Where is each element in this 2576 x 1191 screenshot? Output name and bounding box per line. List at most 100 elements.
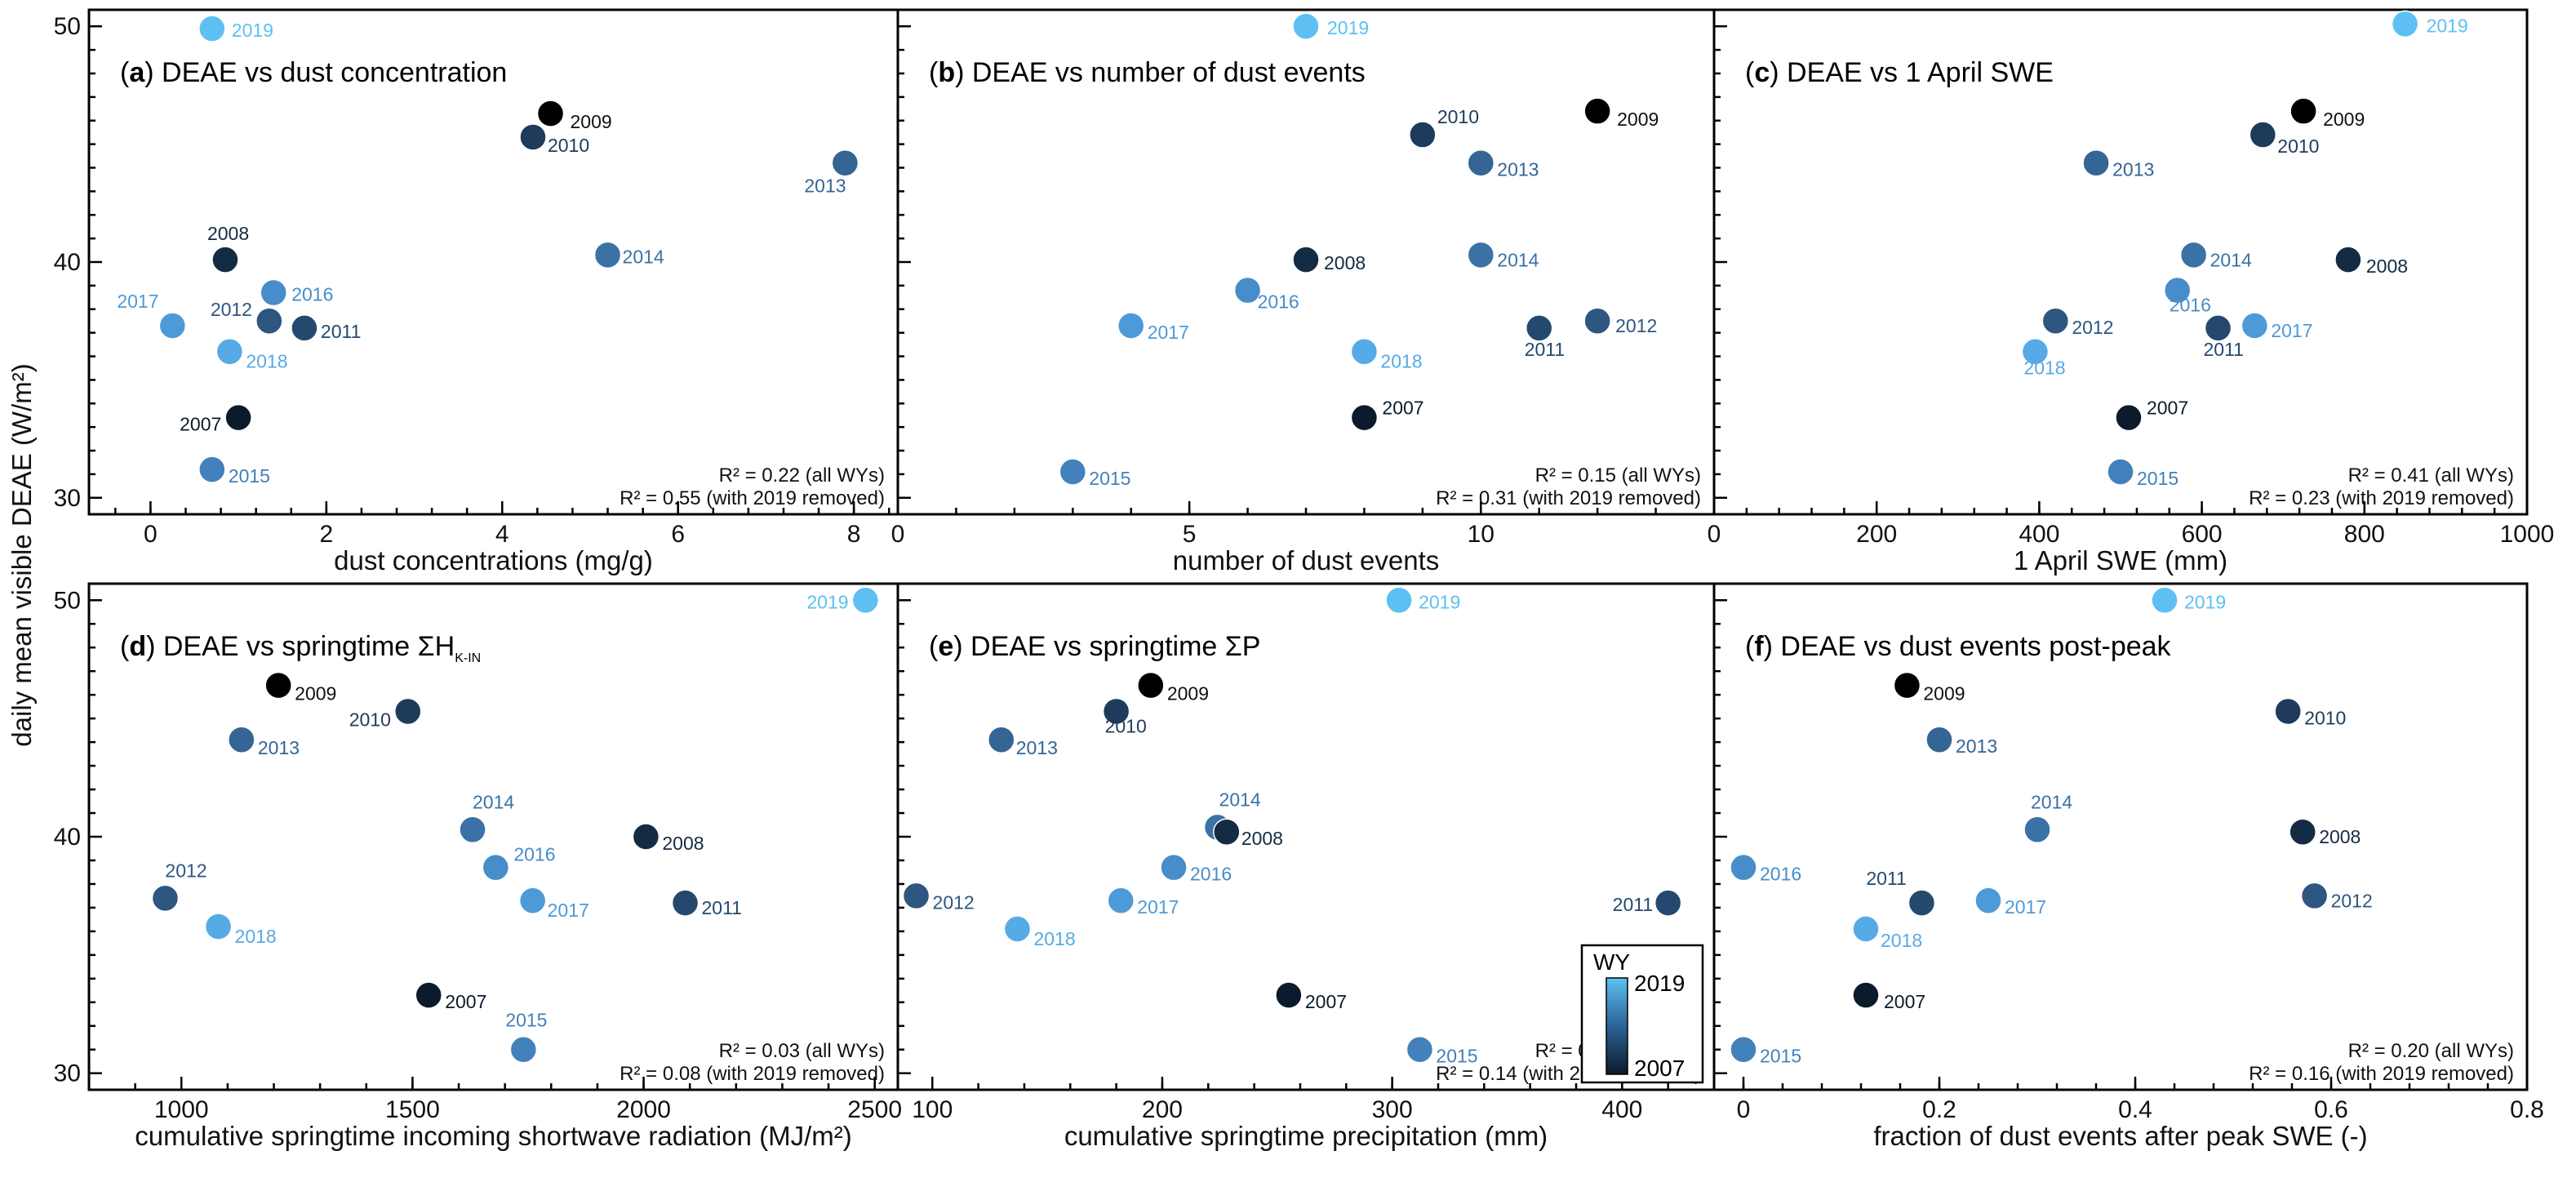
data-label-2008: 2008 [1241, 828, 1283, 849]
x-tick-label: 0.4 [2118, 1096, 2152, 1123]
x-tick-label: 400 [2019, 521, 2059, 548]
data-label-2011: 2011 [1866, 868, 1906, 889]
data-point-2017 [1107, 887, 1135, 914]
data-label-2015: 2015 [1436, 1046, 1477, 1067]
data-point-2009 [2290, 97, 2317, 125]
data-label-2016: 2016 [291, 284, 333, 305]
data-point-2016 [1160, 853, 1188, 882]
panel-d: 1000 1500 2000 2500 30 40 50 cumulative springt… [54, 582, 902, 1151]
data-point-2015 [198, 456, 226, 483]
r2-removed-label: R² = 0.55 (with 2019 removed) [620, 487, 885, 509]
data-point-2010 [519, 123, 547, 151]
data-point-2014 [593, 241, 622, 269]
data-label-2011: 2011 [321, 321, 361, 342]
data-label-2013: 2013 [804, 176, 846, 197]
data-point-2018 [1852, 915, 1880, 943]
data-label-2011: 2011 [2204, 339, 2244, 360]
data-label-2018: 2018 [2023, 358, 2065, 379]
data-label-2014: 2014 [623, 246, 664, 267]
x-axis-title: fraction of dust events after peak SWE (… [1873, 1121, 2367, 1151]
panel-b: 0 5 10 number of dust events (b) DEAE vs num… [891, 8, 1716, 576]
y-axis-title: daily mean visible DEAE (W/m²) [7, 363, 37, 746]
data-point-2009 [536, 100, 565, 127]
data-label-2017: 2017 [2271, 320, 2312, 341]
data-point-2016 [260, 278, 287, 307]
data-label-2013: 2013 [1016, 737, 1058, 758]
data-point-2019 [1292, 12, 1320, 40]
data-point-2013 [831, 149, 859, 177]
data-point-2017 [2241, 312, 2269, 340]
data-label-2009: 2009 [1167, 683, 1209, 704]
data-label-2010: 2010 [548, 135, 589, 156]
data-point-2019 [198, 15, 226, 42]
data-label-2010: 2010 [2277, 136, 2319, 157]
x-axis-title: cumulative springtime incoming shortwave… [135, 1121, 851, 1151]
data-point-2007 [2115, 403, 2143, 432]
x-tick-label: 1000 [154, 1096, 209, 1123]
data-label-2017: 2017 [1148, 322, 1189, 343]
data-point-2008 [2334, 246, 2362, 273]
r2-all-label: R² = 0.41 (all WYs) [2348, 464, 2514, 487]
data-label-2012: 2012 [211, 299, 252, 320]
data-point-2017 [1117, 312, 1145, 340]
data-label-2013: 2013 [2112, 159, 2154, 180]
data-point-2010 [2249, 121, 2277, 149]
x-tick-label: 200 [1856, 521, 1897, 548]
data-point-2010 [1409, 121, 1437, 149]
r2-removed-label: R² = 0.16 (with 2019 removed) [2249, 1063, 2514, 1085]
data-point-2018 [1350, 337, 1379, 366]
r2-all-label: R² = 0.22 (all WYs) [719, 464, 885, 487]
data-label-2017: 2017 [548, 900, 589, 921]
data-label-2013: 2013 [1956, 735, 1997, 757]
r2-all-label: R² = 0.15 (all WYs) [1535, 464, 1701, 487]
data-point-2015 [1406, 1035, 1434, 1064]
x-axis-title: cumulative springtime precipitation (mm) [1064, 1121, 1548, 1151]
colorbar-gradient [1606, 977, 1628, 1075]
data-label-2010: 2010 [349, 709, 391, 730]
data-point-2012 [2300, 882, 2329, 910]
data-label-2010: 2010 [1437, 106, 1479, 127]
data-label-2014: 2014 [1219, 789, 1261, 810]
data-point-2009 [1137, 671, 1165, 700]
data-label-2015: 2015 [2137, 468, 2178, 489]
data-point-2013 [1925, 726, 1953, 753]
colorbar-title: WY [1593, 949, 1630, 975]
data-point-2012 [255, 307, 283, 335]
x-tick-label: 0 [144, 521, 158, 548]
data-point-2017 [1974, 887, 2002, 914]
data-label-2018: 2018 [1881, 930, 1922, 951]
data-point-2008 [632, 823, 660, 851]
data-label-2015: 2015 [229, 465, 270, 487]
x-tick-label: 4 [495, 521, 509, 548]
data-label-2009: 2009 [1617, 109, 1659, 130]
r2-removed-label: R² = 0.08 (with 2019 removed) [620, 1063, 885, 1085]
data-point-2011 [2204, 314, 2232, 342]
data-label-2019: 2019 [1327, 17, 1369, 38]
data-label-2010: 2010 [1105, 715, 1147, 736]
data-label-2014: 2014 [2210, 249, 2252, 270]
data-label-2014: 2014 [473, 791, 514, 812]
data-point-2009 [264, 671, 292, 700]
data-label-2017: 2017 [2005, 896, 2046, 918]
data-point-2011 [291, 314, 318, 342]
data-label-2012: 2012 [165, 860, 207, 881]
x-tick-label: 2500 [847, 1096, 902, 1123]
data-point-2010 [1102, 697, 1130, 726]
data-label-2007: 2007 [1884, 991, 1925, 1012]
data-label-2019: 2019 [2427, 15, 2468, 36]
data-label-2018: 2018 [246, 351, 287, 372]
x-tick-label: 0.6 [2314, 1096, 2348, 1123]
data-label-2007: 2007 [1382, 398, 1423, 419]
data-point-2011 [1525, 314, 1553, 342]
y-tick-label: 30 [54, 1060, 81, 1087]
data-point-2018 [204, 913, 233, 940]
data-point-2015 [1059, 458, 1087, 486]
x-tick-label: 100 [912, 1096, 953, 1123]
data-point-2019 [2151, 586, 2178, 615]
data-point-2008 [2289, 818, 2316, 846]
data-point-2012 [2041, 307, 2070, 335]
x-tick-label: 0.8 [2510, 1096, 2544, 1123]
panel-title: (b) DEAE vs number of dust events [929, 57, 1366, 88]
data-point-2014 [459, 815, 486, 844]
data-label-2016: 2016 [1760, 864, 1801, 885]
